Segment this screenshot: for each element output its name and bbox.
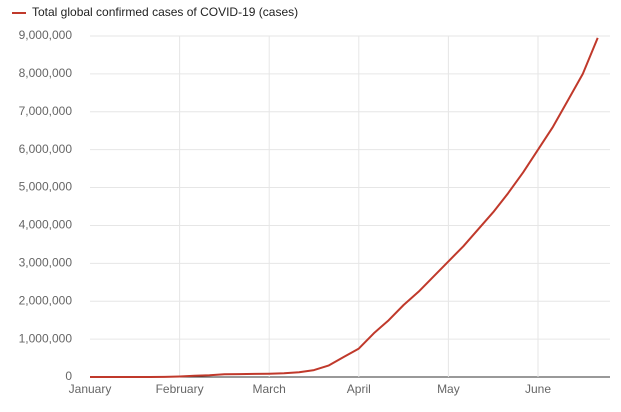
y-tick-label: 7,000,000 <box>19 104 73 118</box>
legend-label: Total global confirmed cases of COVID-19… <box>32 5 298 19</box>
y-tick-label: 1,000,000 <box>19 331 73 345</box>
y-tick-label: 0 <box>65 369 72 383</box>
x-tick-label: April <box>347 382 371 396</box>
y-tick-label: 5,000,000 <box>19 180 73 194</box>
y-tick-label: 2,000,000 <box>19 293 73 307</box>
x-tick-label: June <box>525 382 551 396</box>
x-tick-label: February <box>156 382 204 396</box>
y-tick-label: 9,000,000 <box>19 28 73 42</box>
y-tick-label: 8,000,000 <box>19 66 73 80</box>
y-tick-label: 3,000,000 <box>19 256 73 270</box>
y-tick-label: 4,000,000 <box>19 218 73 232</box>
x-tick-label: May <box>437 382 460 396</box>
x-tick-label: January <box>69 382 112 396</box>
data-line <box>90 37 599 378</box>
y-tick-label: 6,000,000 <box>19 142 73 156</box>
x-tick-label: March <box>253 382 286 396</box>
